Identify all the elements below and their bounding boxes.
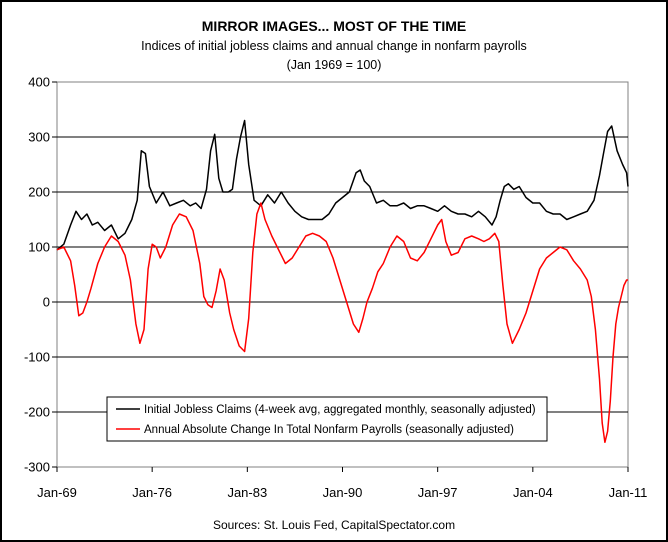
x-tick-label: Jan-04: [513, 485, 553, 500]
y-axis-labels: -300 -200 -100 0 100 200 300 400: [24, 75, 50, 475]
y-tick-label: -100: [24, 350, 50, 365]
x-tick-label: Jan-76: [132, 485, 172, 500]
series-line-jobless-claims: [56, 119, 629, 251]
x-tick-label: Jan-83: [227, 485, 267, 500]
x-tick-label: Jan-11: [609, 485, 648, 500]
legend: Initial Jobless Claims (4-week avg, aggr…: [106, 396, 548, 442]
x-tick-label: Jan-90: [323, 485, 363, 500]
legend-label-claims: Initial Jobless Claims (4-week avg, aggr…: [144, 404, 536, 416]
chart-subtitle: Indices of initial jobless claims and an…: [141, 39, 527, 53]
legend-box: [106, 396, 548, 442]
y-tick-label: 400: [28, 75, 50, 90]
chart-subtitle-base: (Jan 1969 = 100): [287, 58, 382, 72]
x-axis-labels: Jan-69 Jan-76 Jan-83 Jan-90 Jan-97 Jan-04 Jan-…: [37, 485, 647, 500]
x-tick-label: Jan-69: [37, 485, 77, 500]
y-tick-label: 200: [28, 185, 50, 200]
legend-label-payrolls: Annual Absolute Change In Total Nonfarm …: [144, 424, 514, 436]
x-tick-label: Jan-97: [418, 485, 458, 500]
series-line-nonfarm-payrolls: [56, 202, 628, 444]
y-tick-label: 300: [28, 130, 50, 145]
source-note: Sources: St. Louis Fed, CapitalSpectator…: [213, 518, 455, 532]
y-tick-label: -200: [24, 405, 50, 420]
y-tick-label: 100: [28, 240, 50, 255]
y-tick-label: -300: [24, 460, 50, 475]
series-lines: [56, 119, 629, 444]
chart-title: MIRROR IMAGES... MOST OF THE TIME: [202, 18, 466, 34]
y-tick-label: 0: [43, 295, 50, 310]
